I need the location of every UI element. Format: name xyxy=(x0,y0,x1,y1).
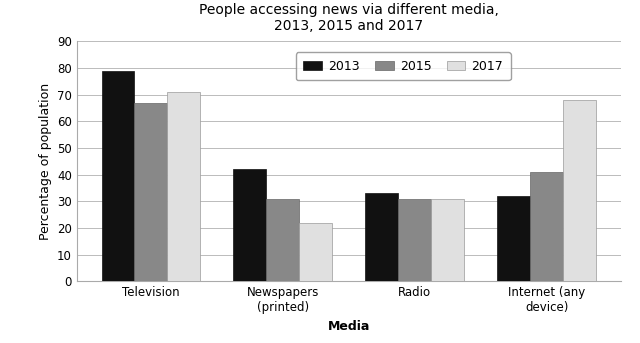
Bar xyxy=(266,199,300,281)
Bar xyxy=(563,100,596,281)
Bar xyxy=(497,196,530,281)
Y-axis label: Percentage of population: Percentage of population xyxy=(38,83,51,240)
Bar xyxy=(365,193,398,281)
Title: People accessing news via different media,
2013, 2015 and 2017: People accessing news via different medi… xyxy=(199,3,499,33)
Bar xyxy=(134,103,168,281)
Bar xyxy=(102,71,134,281)
Bar xyxy=(530,172,563,281)
Bar xyxy=(168,92,200,281)
Bar xyxy=(234,169,266,281)
Bar xyxy=(300,223,332,281)
Bar xyxy=(398,199,431,281)
Bar xyxy=(431,199,464,281)
X-axis label: Media: Media xyxy=(328,320,370,333)
Legend: 2013, 2015, 2017: 2013, 2015, 2017 xyxy=(296,52,511,80)
